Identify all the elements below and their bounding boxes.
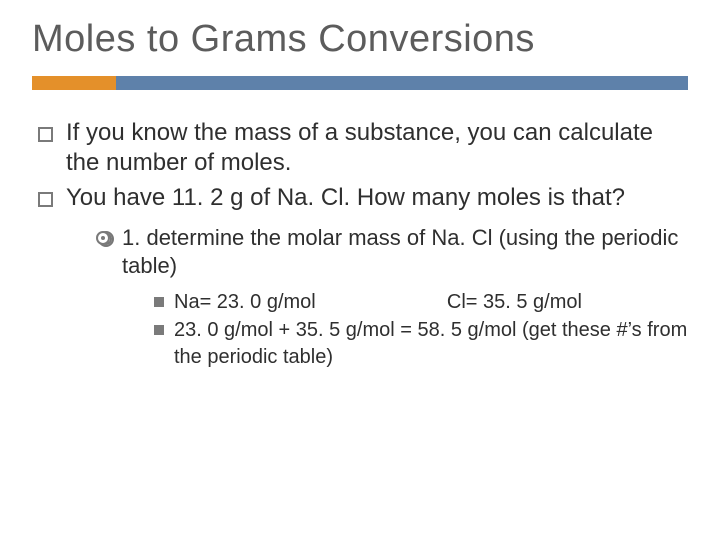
accent-bar-short — [32, 76, 116, 90]
ring-bullet-icon — [96, 231, 110, 245]
bullet-text: You have 11. 2 g of Na. Cl. How many mol… — [66, 184, 625, 211]
bullet-l3-item: 23. 0 g/mol + 35. 5 g/mol = 58. 5 g/mol … — [152, 317, 688, 370]
accent-bar — [32, 76, 688, 90]
bullet-text: 23. 0 g/mol + 35. 5 g/mol = 58. 5 g/mol … — [174, 319, 687, 367]
accent-bar-long — [116, 76, 688, 90]
bullet-text: If you know the mass of a substance, you… — [66, 119, 653, 177]
bullet-list-level2: 1. determine the molar mass of Na. Cl (u… — [66, 224, 688, 370]
na-mass-text: Na= 23. 0 g/mol — [174, 291, 316, 313]
bullet-l1-item: You have 11. 2 g of Na. Cl. How many mol… — [36, 183, 688, 370]
slide-title: Moles to Grams Conversions — [32, 18, 688, 62]
bullet-l1-item: If you know the mass of a substance, you… — [36, 118, 688, 179]
bullet-list-level1: If you know the mass of a substance, you… — [32, 118, 688, 371]
bullet-list-level3: Na= 23. 0 g/mol Cl= 35. 5 g/mol 23. 0 g/… — [122, 289, 688, 370]
bullet-l3-item: Na= 23. 0 g/mol Cl= 35. 5 g/mol — [152, 289, 688, 315]
cl-mass-text: Cl= 35. 5 g/mol — [447, 291, 582, 313]
bullet-l2-item: 1. determine the molar mass of Na. Cl (u… — [96, 224, 688, 370]
bullet-text: 1. determine the molar mass of Na. Cl (u… — [122, 225, 678, 279]
slide: Moles to Grams Conversions If you know t… — [0, 0, 720, 540]
